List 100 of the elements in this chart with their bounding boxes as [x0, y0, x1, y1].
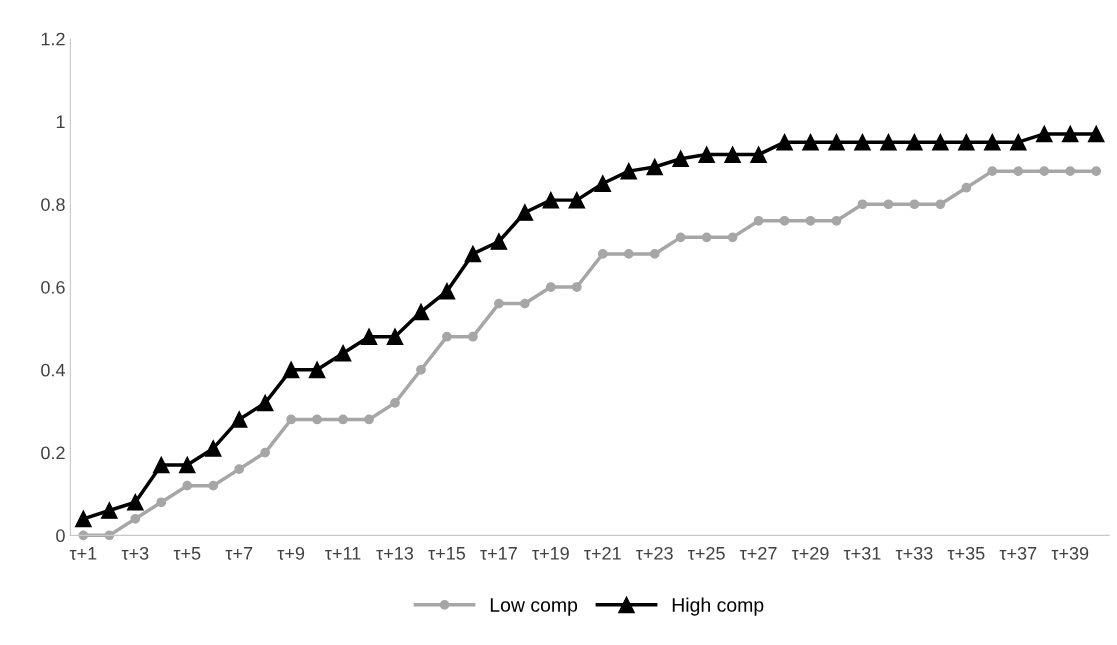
point: [542, 191, 560, 209]
point: [438, 282, 456, 300]
point: [831, 215, 842, 226]
y-tick-label: 0.8: [41, 198, 65, 211]
point: [208, 480, 219, 491]
point: [620, 162, 638, 180]
x-tick-label: τ+9: [277, 546, 305, 560]
point: [906, 133, 923, 151]
point: [360, 328, 378, 346]
point: [442, 331, 452, 342]
x-tick-label: τ+31: [843, 546, 881, 560]
x-tick-label: τ+29: [791, 546, 829, 560]
point: [338, 414, 348, 425]
point: [130, 513, 141, 524]
point: [987, 166, 998, 177]
point: [698, 146, 715, 163]
point: [568, 191, 586, 209]
point: [646, 158, 664, 176]
point: [312, 414, 322, 425]
point: [516, 204, 534, 221]
point: [724, 146, 741, 163]
x-tick-label: τ+17: [480, 547, 517, 560]
point: [230, 411, 248, 428]
point: [672, 150, 690, 168]
point: [519, 298, 530, 309]
point: [623, 249, 634, 259]
y-tick-label: 0: [56, 529, 65, 543]
y-tick-label: 0.4: [41, 363, 65, 377]
point: [1087, 125, 1105, 143]
x-tick-label: τ+13: [376, 546, 414, 560]
point: [828, 133, 845, 151]
point: [649, 249, 660, 259]
x-tick-label: τ+33: [895, 546, 933, 560]
point: [883, 199, 894, 210]
point: [468, 331, 478, 342]
point: [854, 133, 871, 151]
x-tick-label: τ+19: [532, 546, 569, 560]
point: [545, 282, 556, 292]
point: [1009, 133, 1027, 151]
point: [490, 233, 508, 250]
point: [880, 133, 897, 151]
point: [597, 249, 608, 259]
x-tick-label: τ+27: [739, 546, 777, 560]
point: [156, 497, 167, 508]
x-tick-label: τ+3: [121, 546, 149, 560]
point: [308, 361, 326, 379]
point: [750, 146, 767, 163]
point: [857, 199, 868, 210]
point: [182, 480, 193, 491]
point: [932, 133, 949, 151]
point: [983, 133, 1001, 151]
point: [286, 414, 296, 425]
point: [753, 215, 764, 226]
x-tick-label: τ+23: [636, 546, 673, 560]
y-tick-label: 1: [56, 115, 65, 129]
point: [386, 328, 404, 346]
point: [802, 133, 819, 151]
point: [961, 182, 972, 193]
x-tick-label: τ+25: [688, 546, 725, 560]
point: [1091, 166, 1102, 177]
point: [1035, 125, 1053, 143]
point: [727, 232, 738, 243]
point: [1039, 166, 1050, 177]
point: [571, 282, 582, 292]
y-tick-label: 1.2: [41, 32, 65, 46]
point: [779, 215, 790, 226]
point: [204, 440, 222, 457]
point: [935, 199, 946, 210]
point: [675, 232, 686, 243]
point: [494, 298, 504, 309]
point: [1065, 166, 1076, 177]
point: [334, 344, 352, 362]
point: [412, 303, 430, 321]
point: [126, 493, 144, 511]
point: [776, 133, 793, 151]
point: [805, 215, 816, 226]
point: [178, 456, 196, 474]
point: [152, 456, 170, 474]
x-tick-label: τ+1: [69, 547, 97, 560]
point: [75, 510, 92, 528]
x-tick-label: τ+7: [225, 547, 253, 560]
point: [701, 232, 712, 243]
point: [364, 414, 374, 425]
x-tick-label: τ+15: [428, 547, 466, 560]
y-tick-label: 0.2: [41, 446, 65, 460]
x-tick-label: τ+39: [1051, 546, 1089, 560]
point: [256, 394, 274, 412]
point: [464, 245, 482, 263]
point: [390, 398, 400, 408]
legend-label: High comp: [672, 597, 764, 616]
point: [100, 502, 118, 519]
y-tick-label: 0.6: [41, 280, 65, 294]
x-tick-label: τ+35: [947, 546, 985, 560]
x-tick-label: τ+37: [999, 546, 1037, 560]
x-tick-label: τ+11: [325, 547, 361, 560]
point: [1013, 166, 1024, 177]
point: [234, 464, 245, 474]
x-tick-label: τ+21: [584, 546, 621, 560]
point: [282, 361, 300, 379]
point: [1061, 125, 1079, 143]
